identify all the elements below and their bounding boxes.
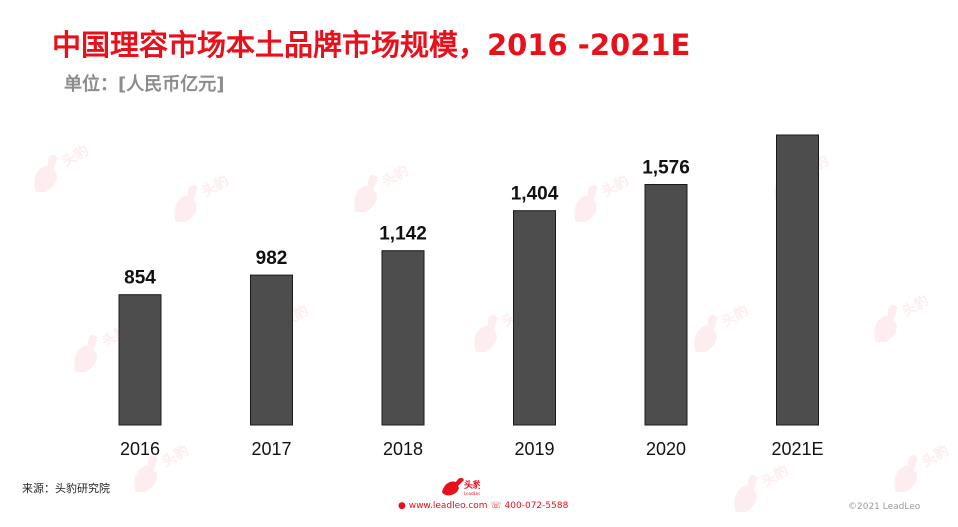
bar-2021E — [776, 134, 819, 426]
x-tick-labels-group: 2016 2017 2018 2019 2020 2021E — [120, 439, 824, 459]
value-label-2017: 982 — [256, 248, 288, 269]
svg-text:LeadLeo: LeadLeo — [464, 491, 480, 496]
x-tick-2021E: 2021E — [771, 439, 823, 459]
value-labels-group: 854 982 1,142 1,404 1,576 — [124, 158, 690, 289]
value-label-2019: 1,404 — [511, 184, 559, 205]
watermark-logo-icon: 头豹 — [860, 290, 938, 344]
value-label-2020: 1,576 — [642, 158, 690, 179]
value-label-2016: 854 — [124, 268, 156, 289]
watermark-logo-icon: 头豹 — [160, 170, 238, 224]
bar-2020 — [644, 184, 688, 426]
watermark-logo-icon: 头豹 — [680, 300, 758, 354]
leadleo-logo-icon: 头豹 LeadLeo — [442, 477, 480, 496]
source-note: 来源：头豹研究院 — [22, 482, 110, 495]
bar-2018 — [381, 250, 425, 426]
svg-text:头豹: 头豹 — [464, 479, 480, 491]
watermark-logo-icon: 头豹 — [880, 440, 958, 494]
bar-2017 — [250, 274, 293, 426]
x-tick-2016: 2016 — [120, 439, 160, 459]
value-label-2018: 1,142 — [379, 224, 427, 245]
watermark-logo-icon: 头豹 — [340, 160, 418, 214]
x-tick-2017: 2017 — [251, 439, 291, 459]
chart-title: 中国理容市场本土品牌市场规模，2016 -2021E — [52, 28, 691, 62]
unit-label: 单位：[人民币亿元] — [64, 74, 225, 95]
watermark-logo-icon: 头豹 — [720, 460, 798, 514]
x-tick-2018: 2018 — [383, 439, 423, 459]
footer-contact: ● www.leadleo.com ☏ 400-072-5588 — [398, 501, 569, 511]
watermark-logo-icon: 头豹 — [560, 170, 638, 224]
watermark-logo-icon: 头豹 — [20, 140, 98, 194]
watermark-logo-icon: 头豹 — [120, 440, 198, 494]
bar-2016 — [118, 294, 162, 426]
bars-group — [118, 134, 819, 426]
bar-2019 — [513, 210, 556, 426]
x-tick-2019: 2019 — [514, 439, 554, 459]
copyright-text: ©2021 LeadLeo — [848, 502, 921, 512]
x-tick-2020: 2020 — [646, 439, 686, 459]
